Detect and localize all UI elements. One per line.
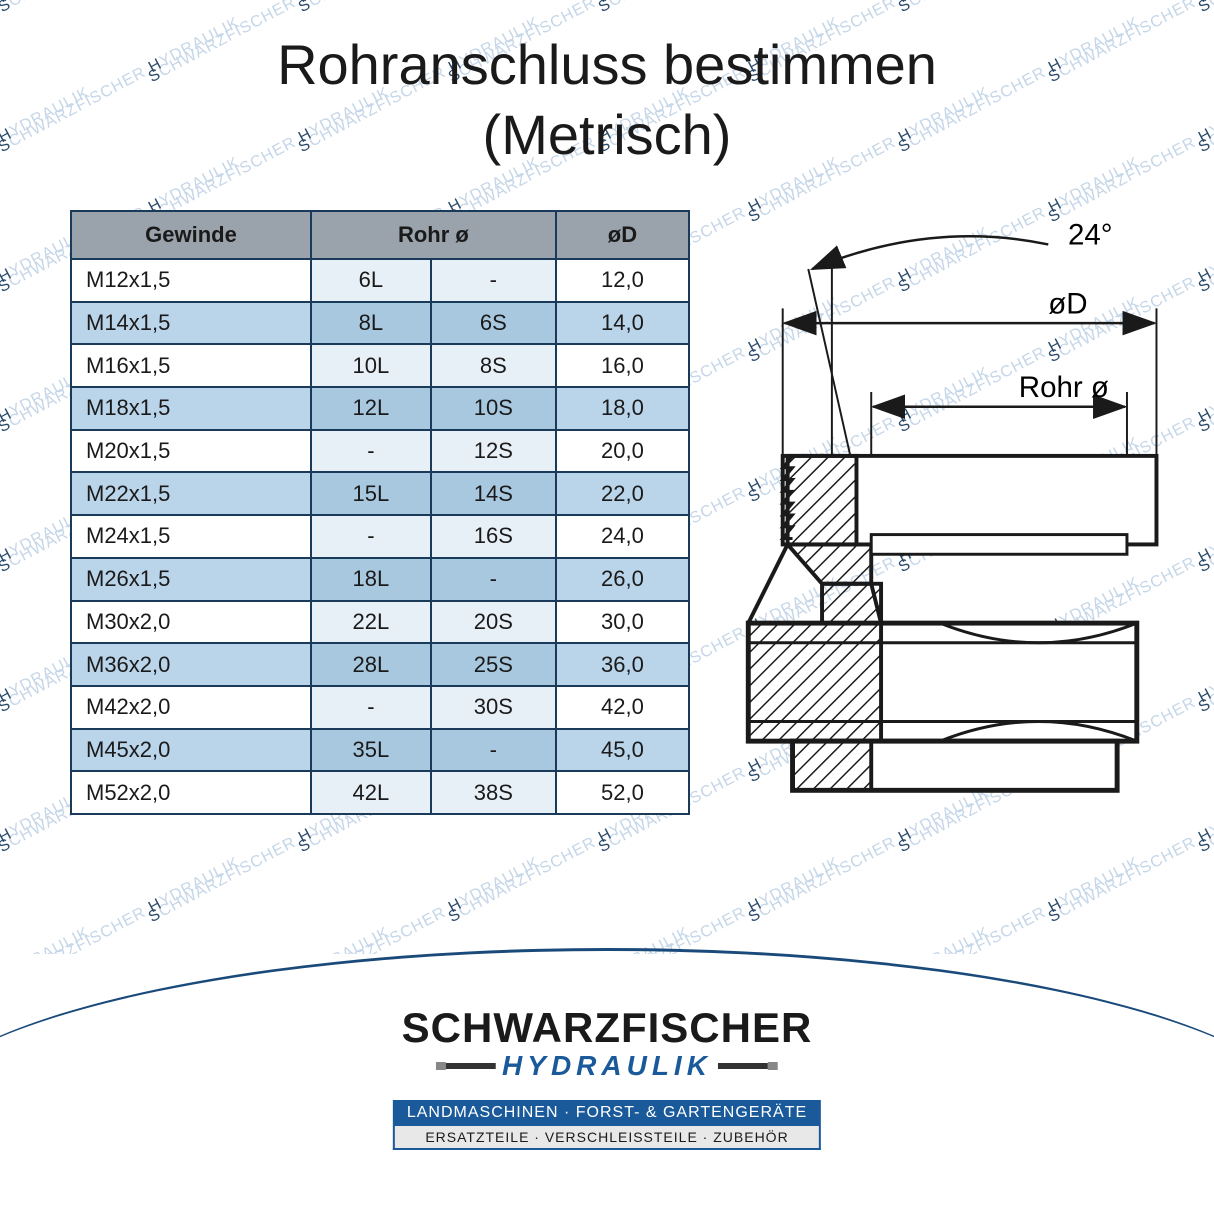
tagline-primary: LANDMASCHINEN · FORST- & GARTENGERÄTE (393, 1100, 821, 1126)
table-cell: M22x1,5 (71, 472, 311, 515)
table-cell: M36x2,0 (71, 643, 311, 686)
title-line-2: (Metrisch) (483, 103, 732, 166)
table-row: M45x2,035L-45,0 (71, 729, 689, 772)
diagram-od-label: øD (1048, 287, 1087, 320)
diagram-angle-label: 24° (1068, 218, 1113, 251)
table-cell: 30,0 (556, 601, 689, 644)
hose-icon-right (718, 1059, 778, 1073)
table-cell: 24,0 (556, 515, 689, 558)
table-cell: M16x1,5 (71, 344, 311, 387)
table-cell: - (431, 729, 556, 772)
table-cell: - (311, 430, 431, 473)
table-row: M36x2,028L25S36,0 (71, 643, 689, 686)
table-cell: 8S (431, 344, 556, 387)
table-cell: M14x1,5 (71, 302, 311, 345)
col-header-rohr: Rohr ø (311, 211, 556, 259)
table-cell: 16S (431, 515, 556, 558)
diagram-rohr-label: Rohr ø (1019, 371, 1109, 404)
table-row: M22x1,515L14S22,0 (71, 472, 689, 515)
table-cell: 6S (431, 302, 556, 345)
table-cell: 20S (431, 601, 556, 644)
table-cell: 45,0 (556, 729, 689, 772)
table-cell: M12x1,5 (71, 259, 311, 302)
table-row: M30x2,022L20S30,0 (71, 601, 689, 644)
table-row: M16x1,510L8S16,0 (71, 344, 689, 387)
table-cell: M52x2,0 (71, 771, 311, 814)
table-cell: - (311, 515, 431, 558)
table-cell: M20x1,5 (71, 430, 311, 473)
table-cell: 38S (431, 771, 556, 814)
table-cell: 12L (311, 387, 431, 430)
table-cell: 8L (311, 302, 431, 345)
table-cell: M30x2,0 (71, 601, 311, 644)
fitting-diagram: 24° øD Rohr ø (720, 210, 1174, 815)
table-cell: 6L (311, 259, 431, 302)
table-row: M52x2,042L38S52,0 (71, 771, 689, 814)
brand-sub: HYDRAULIK (502, 1050, 712, 1082)
table-cell: - (431, 558, 556, 601)
table-cell: M45x2,0 (71, 729, 311, 772)
footer: SCHWARZFISCHER HYDRAULIK LANDMASCHINEN ·… (0, 954, 1214, 1214)
table-cell: 26,0 (556, 558, 689, 601)
table-cell: 22L (311, 601, 431, 644)
table-cell: - (431, 259, 556, 302)
hose-icon-left (436, 1059, 496, 1073)
table-cell: 52,0 (556, 771, 689, 814)
table-row: M18x1,512L10S18,0 (71, 387, 689, 430)
table-cell: 18L (311, 558, 431, 601)
table-cell: 12,0 (556, 259, 689, 302)
title-line-1: Rohranschluss bestimmen (277, 33, 937, 96)
table-cell: 12S (431, 430, 556, 473)
table-cell: 14S (431, 472, 556, 515)
table-cell: 42,0 (556, 686, 689, 729)
table-cell: 10L (311, 344, 431, 387)
table-cell: M18x1,5 (71, 387, 311, 430)
table-cell: 36,0 (556, 643, 689, 686)
table-cell: 22,0 (556, 472, 689, 515)
table-cell: 28L (311, 643, 431, 686)
table-cell: 30S (431, 686, 556, 729)
table-row: M14x1,58L6S14,0 (71, 302, 689, 345)
table-cell: 42L (311, 771, 431, 814)
table-row: M42x2,0-30S42,0 (71, 686, 689, 729)
table-cell: 35L (311, 729, 431, 772)
table-cell: 14,0 (556, 302, 689, 345)
table-cell: M42x2,0 (71, 686, 311, 729)
col-header-od: øD (556, 211, 689, 259)
table-cell: 15L (311, 472, 431, 515)
table-cell: 25S (431, 643, 556, 686)
page-title: Rohranschluss bestimmen (Metrisch) (0, 0, 1214, 170)
table-row: M12x1,56L-12,0 (71, 259, 689, 302)
col-header-gewinde: Gewinde (71, 211, 311, 259)
table-cell: M24x1,5 (71, 515, 311, 558)
table-row: M24x1,5-16S24,0 (71, 515, 689, 558)
table-row: M26x1,518L-26,0 (71, 558, 689, 601)
thread-size-table: Gewinde Rohr ø øD M12x1,56L-12,0M14x1,58… (70, 210, 690, 815)
table-cell: M26x1,5 (71, 558, 311, 601)
table-cell: 10S (431, 387, 556, 430)
tagline-secondary: ERSATZTEILE · VERSCHLEISSTEILE · ZUBEHÖR (393, 1126, 821, 1150)
table-cell: 18,0 (556, 387, 689, 430)
table-cell: 20,0 (556, 430, 689, 473)
table-cell: - (311, 686, 431, 729)
table-cell: 16,0 (556, 344, 689, 387)
table-row: M20x1,5-12S20,0 (71, 430, 689, 473)
brand-name: SCHWARZFISCHER (393, 1004, 821, 1052)
